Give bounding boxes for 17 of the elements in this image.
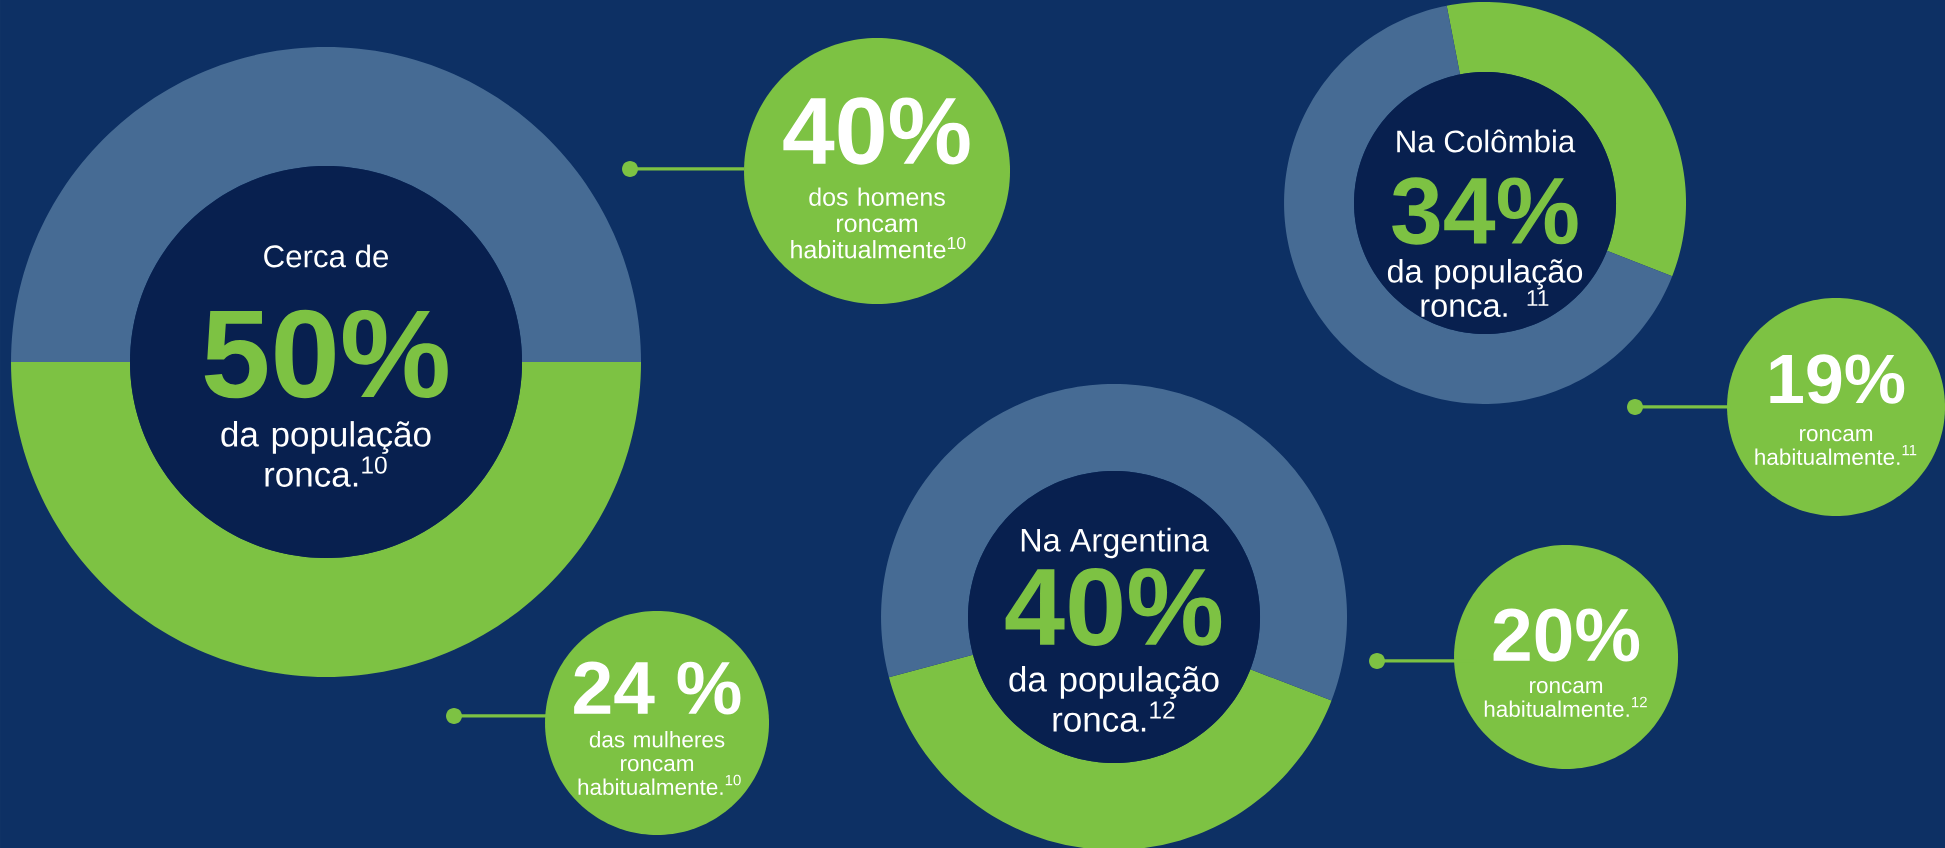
text: da população ronca. $^{11}$ <box>1387 258 1583 318</box>
text: 40% <box>783 97 970 165</box>
text: roncam habitualmente.$^{11}$ <box>1755 428 1917 466</box>
text: 19% <box>1770 354 1905 404</box>
text: Cerca de <box>264 244 388 268</box>
text: da população ronca.$^{12}$ <box>1009 666 1219 732</box>
text: das mulheres roncam habitualmente.$^{10}$ <box>578 730 741 796</box>
text: Na Argentina <box>1021 527 1209 559</box>
text: 34% <box>1392 177 1578 245</box>
text: 24 % <box>574 661 741 715</box>
text: 20% <box>1493 608 1640 662</box>
text: 40% <box>1005 568 1222 646</box>
text: Na Colômbia <box>1397 129 1576 153</box>
text: da população ronca.$^{10}$ <box>221 421 431 487</box>
text: dos homens roncam habitualmente$^{10}$ <box>791 187 966 259</box>
text: 50% <box>204 309 448 399</box>
text: roncam habitualmente.$^{12}$ <box>1484 680 1647 718</box>
